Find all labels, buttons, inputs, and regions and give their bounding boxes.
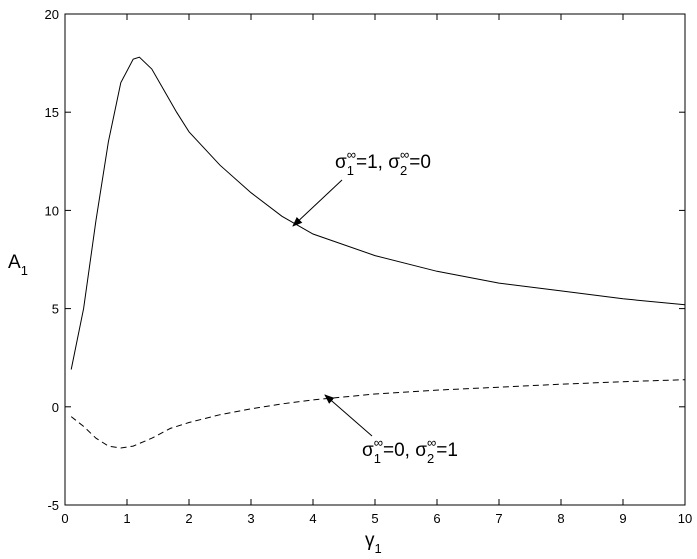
x-tick-label: 3 [247,511,254,526]
annotation: 1 [374,451,381,466]
annotation: ∞ [427,435,436,450]
x-tick-label: 0 [61,511,68,526]
annotation: ∞ [400,147,409,162]
y-tick-label: 15 [45,105,59,120]
arrow [324,394,373,437]
y-axis-label: A [8,252,21,273]
annotation: σ [335,152,347,173]
line [70,56,686,370]
x-tick-label: 7 [495,511,502,526]
x-tick-label: 5 [371,511,378,526]
annotation: =1 [436,440,458,461]
arrow [292,179,343,227]
annotation: 1 [347,163,354,178]
line [70,379,686,449]
x-tick-label: 2 [185,511,192,526]
annotation: 2 [400,163,407,178]
annotation: =0, σ [383,440,427,461]
x-tick-label: 10 [678,511,692,526]
y-tick-label: 10 [45,203,59,218]
x-tick-label: 8 [557,511,564,526]
y-axis-label: 1 [21,263,28,278]
annotation: =1, σ [356,152,400,173]
plot-frame [64,13,686,506]
x-tick-label: 1 [123,511,130,526]
x-tick-label: 9 [619,511,626,526]
y-tick-label: 0 [52,400,59,415]
x-tick-label: 6 [433,511,440,526]
y-tick-label: 20 [45,7,59,22]
x-axis-label: 1 [375,541,382,556]
annotation: 2 [427,451,434,466]
x-axis-label: γ [365,530,375,551]
y-tick-label: 5 [52,302,59,317]
y-tick-label: -5 [47,498,59,513]
annotation: =0 [409,152,431,173]
annotation: ∞ [347,147,356,162]
x-tick-label: 4 [309,511,316,526]
annotation: ∞ [374,435,383,450]
annotation: σ [362,440,374,461]
